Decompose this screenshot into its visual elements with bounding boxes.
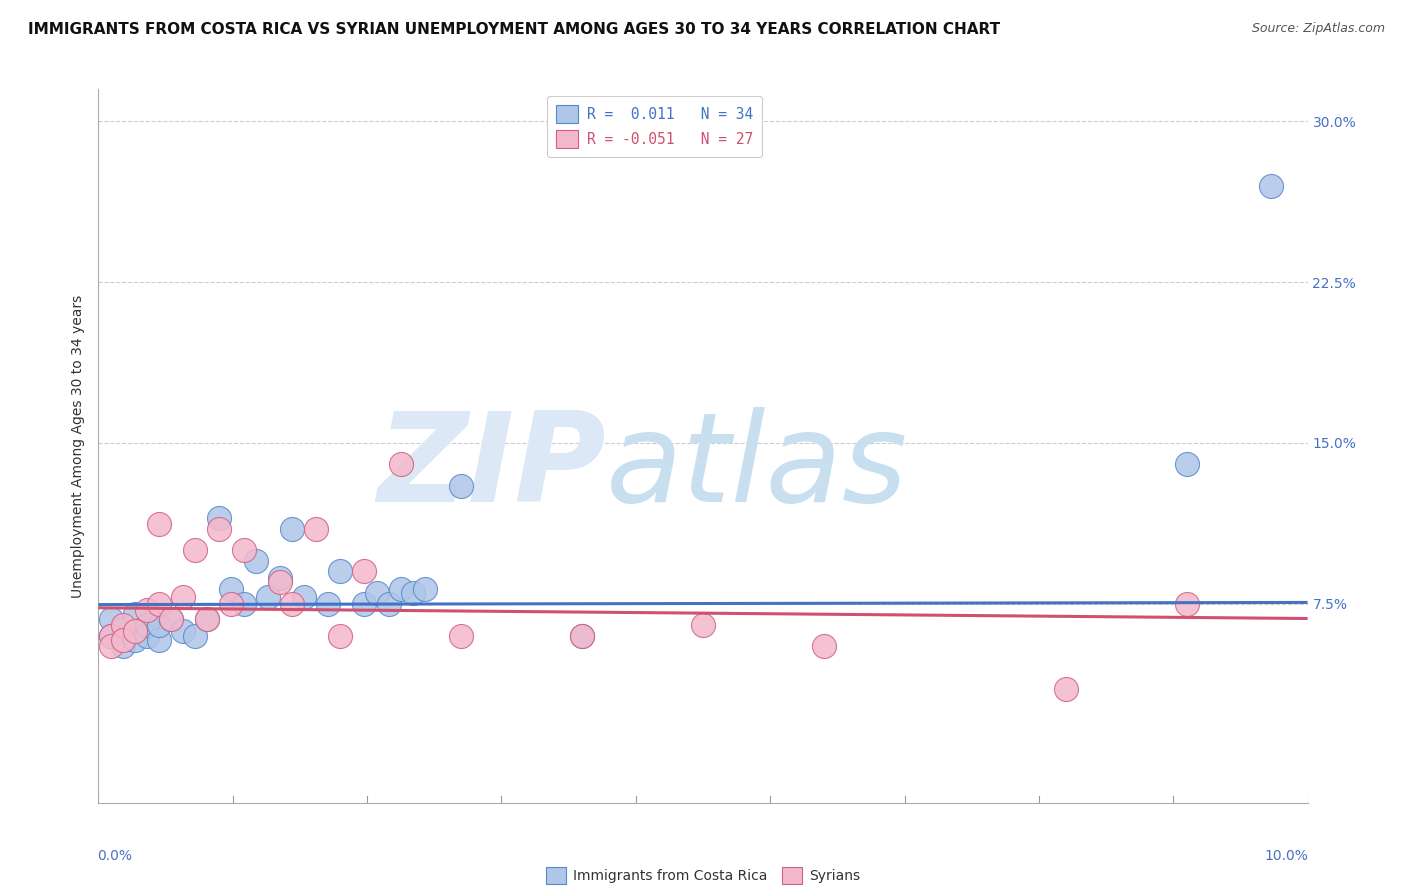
Point [124,607,146,622]
Point [208,510,231,524]
Point [100,640,122,654]
Point [329,629,352,643]
Point [148,517,170,532]
Point [389,457,412,471]
Point [184,629,207,643]
Y-axis label: Unemployment Among Ages 30 to 34 years: Unemployment Among Ages 30 to 34 years [70,294,84,598]
Point [111,632,134,647]
Point [813,640,835,654]
Point [281,521,304,535]
Point [402,586,425,600]
Point [571,629,593,643]
Point [292,590,315,604]
Point [1175,457,1198,471]
Point [571,629,593,643]
Text: 0.0%: 0.0% [97,849,132,863]
Text: IMMIGRANTS FROM COSTA RICA VS SYRIAN UNEMPLOYMENT AMONG AGES 30 TO 34 YEARS CORR: IMMIGRANTS FROM COSTA RICA VS SYRIAN UNE… [28,22,1000,37]
Point [111,618,134,632]
Text: ZIP: ZIP [378,407,606,528]
Point [1260,178,1282,193]
Point [269,575,291,590]
Point [111,622,134,636]
Point [305,521,328,535]
Point [281,597,304,611]
Point [221,582,243,596]
Point [245,554,267,568]
Text: atlas: atlas [606,407,908,528]
Point [160,611,183,625]
Point [256,590,278,604]
Point [450,478,472,492]
Point [413,582,436,596]
Point [100,611,122,625]
Point [1054,682,1077,697]
Point [111,640,134,654]
Point [135,603,157,617]
Point [172,624,194,639]
Point [450,629,472,643]
Point [148,597,170,611]
Point [148,632,170,647]
Text: Source: ZipAtlas.com: Source: ZipAtlas.com [1251,22,1385,36]
Point [208,521,231,535]
Point [221,597,243,611]
Legend: Immigrants from Costa Rica, Syrians: Immigrants from Costa Rica, Syrians [538,860,868,890]
Point [100,629,122,643]
Point [160,611,183,625]
Point [389,582,412,596]
Point [232,597,254,611]
Point [148,618,170,632]
Point [269,571,291,585]
Point [124,624,146,639]
Point [124,632,146,647]
Point [329,565,352,579]
Point [366,586,388,600]
Point [353,565,375,579]
Point [692,618,714,632]
Point [172,590,194,604]
Point [1175,597,1198,611]
Point [353,597,375,611]
Point [377,597,399,611]
Point [195,611,218,625]
Point [195,611,218,625]
Point [232,543,254,558]
Text: 10.0%: 10.0% [1265,849,1309,863]
Point [100,629,122,643]
Point [135,629,157,643]
Point [135,618,157,632]
Point [184,543,207,558]
Point [316,597,339,611]
